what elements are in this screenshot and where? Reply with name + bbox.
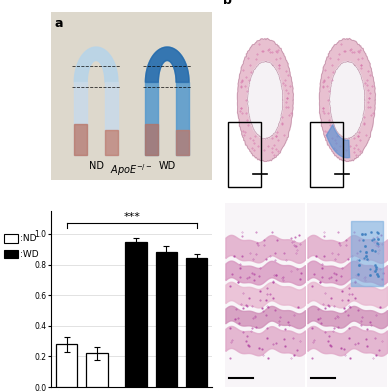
Polygon shape xyxy=(74,47,118,83)
Text: WD: WD xyxy=(159,161,176,172)
Bar xyxy=(126,242,147,387)
Text: b: b xyxy=(223,0,232,7)
Polygon shape xyxy=(74,83,87,155)
Text: $\it{ApoE^{-/-}}$: $\it{ApoE^{-/-}}$ xyxy=(110,162,153,178)
Polygon shape xyxy=(319,39,375,161)
Polygon shape xyxy=(145,47,189,83)
Bar xyxy=(156,252,177,387)
Bar xyxy=(228,122,261,187)
Text: ND: ND xyxy=(89,161,104,172)
Polygon shape xyxy=(176,83,189,155)
Polygon shape xyxy=(74,124,87,155)
Bar xyxy=(86,353,108,387)
Text: :WD: :WD xyxy=(20,250,38,259)
Polygon shape xyxy=(330,61,365,139)
Polygon shape xyxy=(237,39,293,161)
Bar xyxy=(310,122,343,187)
Bar xyxy=(186,258,207,387)
Text: :ND: :ND xyxy=(20,234,36,243)
Polygon shape xyxy=(176,131,189,155)
Polygon shape xyxy=(145,47,189,83)
Polygon shape xyxy=(307,203,387,387)
Polygon shape xyxy=(105,131,118,155)
Text: ***: *** xyxy=(123,212,140,222)
Text: a: a xyxy=(54,17,63,30)
Polygon shape xyxy=(326,125,350,158)
Polygon shape xyxy=(145,124,158,155)
Polygon shape xyxy=(145,83,158,155)
FancyBboxPatch shape xyxy=(51,12,212,180)
Polygon shape xyxy=(351,221,383,286)
Bar xyxy=(56,344,77,387)
Polygon shape xyxy=(226,203,305,387)
Polygon shape xyxy=(105,83,118,155)
Polygon shape xyxy=(248,61,283,139)
